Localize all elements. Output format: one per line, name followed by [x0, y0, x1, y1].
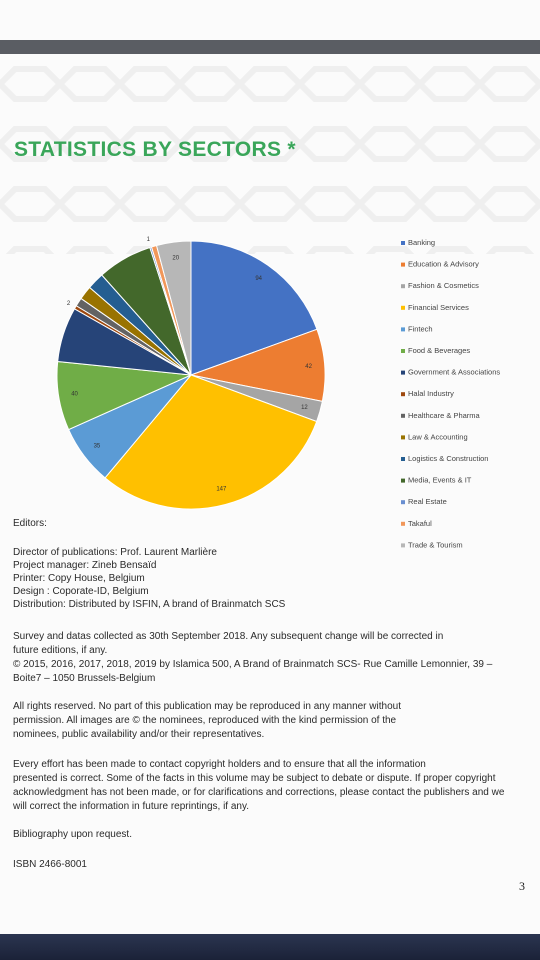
text-line: Bibliography upon request. — [13, 829, 132, 840]
text-line: Survey and datas collected as 30th Septe… — [13, 631, 444, 642]
background-pattern — [0, 54, 540, 254]
text-line: ISBN 2466-8001 — [13, 859, 87, 870]
legend-swatch — [401, 370, 405, 375]
legend-label: Fashion & Cosmetics — [408, 281, 479, 290]
legend-swatch — [401, 392, 405, 397]
legend-swatch — [401, 413, 405, 418]
text-line: Editors: — [13, 518, 47, 529]
legend-label: Takaful — [408, 519, 432, 528]
pie-slice — [155, 240, 192, 376]
text-line: All rights reserved. No part of this pub… — [13, 701, 401, 712]
pie-slice — [190, 240, 318, 376]
slice-label: 12 — [301, 405, 308, 411]
slice-label: 40 — [71, 391, 78, 397]
text-line: future editions, if any. — [13, 645, 108, 656]
legend-label: Fintech — [408, 324, 433, 333]
legend-label: Law & Accounting — [408, 432, 468, 441]
legend-swatch — [401, 478, 405, 483]
legend-label: Logistics & Construction — [408, 454, 488, 463]
legend-label: Media, Events & IT — [408, 476, 472, 485]
legend-swatch — [401, 349, 405, 353]
pie-chart: 94 42 12 147 35 40 2 1 20 Banking Education & Advi… — [56, 237, 500, 549]
text-line: Director of publications: Prof. Laurent … — [13, 547, 217, 558]
legend-label: Banking — [408, 238, 435, 247]
bottom-bar — [0, 934, 540, 960]
legend-label: Halal Industry — [408, 389, 454, 398]
legend-label: Financial Services — [408, 303, 469, 312]
text-line: will correct the information in future r… — [13, 801, 250, 812]
legend-label: Education & Advisory — [408, 260, 479, 269]
legend-label: Trade & Tourism — [408, 540, 463, 549]
legend-label: Healthcare & Pharma — [408, 411, 481, 420]
legend-swatch — [401, 284, 405, 289]
legend-label: Government & Associations — [408, 368, 500, 377]
legend-swatch — [401, 262, 405, 267]
text-line: © 2015, 2016, 2017, 2018, 2019 by Islami… — [13, 659, 493, 670]
page-number: 3 — [519, 879, 525, 893]
legend-swatch — [401, 457, 405, 461]
text-line: presented is correct. Some of the facts … — [13, 773, 496, 784]
text-line: acknowledgment has not been made, or for… — [13, 787, 505, 798]
legend-swatch — [401, 521, 405, 526]
text-line: nominees, public availability and/or the… — [13, 729, 265, 740]
legend-label: Real Estate — [408, 497, 447, 506]
slice-label: 2 — [67, 301, 71, 307]
slice-label: 42 — [305, 364, 312, 370]
text-line: Distribution: Distributed by ISFIN, A br… — [13, 599, 286, 610]
section-title: STATISTICS BY SECTORS * — [14, 138, 296, 161]
text-line: Project manager: Zineb Bensaïd — [13, 560, 157, 571]
slice-label: 1 — [147, 237, 151, 243]
pie-slice — [104, 374, 318, 510]
legend-swatch — [401, 327, 405, 332]
text-line: Boite7 – 1050 Brussels-Belgium — [13, 673, 156, 684]
text-line: Printer: Copy House, Belgium — [13, 573, 145, 584]
legend-swatch — [401, 435, 405, 440]
slice-label: 35 — [94, 444, 101, 450]
slice-label: 94 — [255, 276, 262, 282]
top-bar — [0, 40, 540, 54]
slice-label: 20 — [172, 256, 179, 262]
legend-swatch — [401, 241, 405, 245]
text-line: permission. All images are © the nominee… — [13, 715, 397, 726]
legend-swatch — [401, 305, 405, 310]
legend-label: Food & Beverages — [408, 346, 470, 355]
slice-label: 147 — [216, 487, 227, 493]
legend-swatch — [401, 543, 405, 548]
text-line: Design : Coporate-ID, Belgium — [13, 586, 149, 597]
legend-swatch — [401, 500, 405, 505]
text-line: Every effort has been made to contact co… — [13, 759, 426, 770]
